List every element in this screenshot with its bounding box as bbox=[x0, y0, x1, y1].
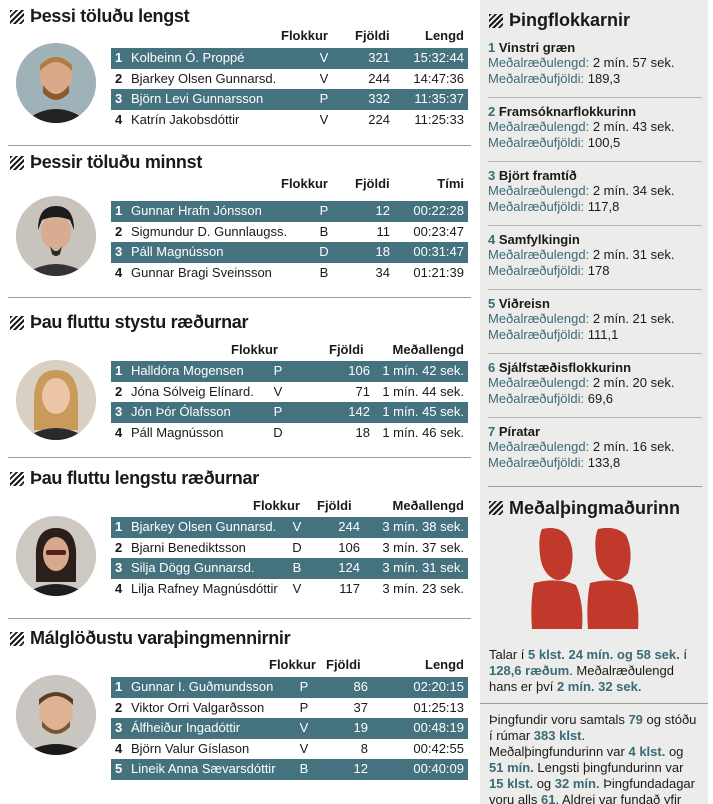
shortest-speakers-section: Þessir töluðu minnst Flokkur Fjöldi Tími… bbox=[8, 146, 471, 298]
party-item: 3 Björt framtíð Meðalræðulengd: 2 mín. 34… bbox=[488, 162, 702, 226]
hatch-icon bbox=[10, 155, 24, 170]
section-title: Þessir töluðu minnst bbox=[10, 152, 202, 173]
table-row: 1 Bjarkey Olsen Gunnarsd. V 244 3 mín. 38 se… bbox=[111, 517, 468, 538]
average-mp-title: Meðalþingmaðurinn bbox=[480, 493, 708, 523]
table-row: 3 Jón Þór Ólafsson P 142 1 mín. 45 sek. bbox=[111, 402, 468, 423]
table-header: Flokkur Fjöldi Tími bbox=[281, 176, 464, 191]
substitutes-section: Málglöðustu varaþingmennirnir Flokkur Fj… bbox=[8, 619, 471, 802]
shortest-speeches-section: Þau fluttu stystu ræðurnar Flokkur Fjöld… bbox=[8, 298, 471, 458]
table-row: 1 Kolbeinn Ó. Proppé V 321 15:32:44 bbox=[111, 48, 468, 69]
table-row: 4 Björn Valur Gíslason V 8 00:42:55 bbox=[115, 740, 464, 756]
table-row: 1 Gunnar I. Guðmundsson P 86 02:20:15 bbox=[111, 677, 468, 698]
table-row: 5 Lineik Anna Sævarsdóttir B 12 00:40:09 bbox=[111, 759, 468, 780]
portrait-photo bbox=[16, 675, 96, 755]
data-table: 1 Halldóra Mogensen P 106 1 mín. 42 sek. 2 Jó… bbox=[111, 361, 468, 443]
party-item: 6 Sjálfstæðisflokkurinn Meðalræðulengd: 2… bbox=[488, 354, 702, 418]
table-row: 2 Bjarkey Olsen Gunnarsd. V 244 14:47:36 bbox=[115, 70, 464, 86]
section-title: Þau fluttu lengstu ræðurnar bbox=[10, 468, 259, 489]
section-title: Þessi töluðu lengst bbox=[10, 6, 190, 27]
table-header: Flokkur Fjöldi Meðallengd bbox=[231, 342, 464, 357]
table-header: Flokkur Fjöldi Lengd bbox=[269, 657, 464, 672]
table-header: Flokkur Fjöldi Lengd bbox=[281, 28, 464, 43]
table-row: 3 Álfheiður Ingadóttir V 19 00:48:19 bbox=[111, 718, 468, 739]
table-row: 3 Björn Levi Gunnarsson P 332 11:35:37 bbox=[111, 89, 468, 110]
table-row: 4 Gunnar Bragi Sveinsson B 34 01:21:39 bbox=[115, 264, 464, 280]
table-row: 2 Sigmundur D. Gunnlaugss. B 11 00:23:47 bbox=[115, 223, 464, 239]
section-title: Þau fluttu stystu ræðurnar bbox=[10, 312, 249, 333]
portrait-photo bbox=[16, 196, 96, 276]
table-row: 2 Bjarni Benediktsson D 106 3 mín. 37 sek. bbox=[115, 539, 464, 555]
average-mp-text: Talar í 5 klst. 24 mín. og 58 sek. í 128… bbox=[489, 647, 687, 694]
hatch-icon bbox=[489, 501, 503, 515]
data-table: 1 Kolbeinn Ó. Proppé V 321 15:32:44 2 Bjarkey… bbox=[111, 48, 468, 130]
party-item: 1 Vinstri græn Meðalræðulengd: 2 mín. 57 … bbox=[488, 34, 702, 98]
portrait-photo bbox=[16, 43, 96, 123]
section-title: Málglöðustu varaþingmennirnir bbox=[10, 628, 291, 649]
table-row: 1 Gunnar Hrafn Jónsson P 12 00:22:28 bbox=[111, 201, 468, 222]
table-row: 1 Halldóra Mogensen P 106 1 mín. 42 sek. bbox=[111, 361, 468, 382]
party-item: 5 Viðreisn Meðalræðulengd: 2 mín. 21 sek.… bbox=[488, 290, 702, 354]
table-row: 2 Jóna Sólveig Elínard. V 71 1 mín. 44 sek. bbox=[115, 383, 464, 399]
table-row: 2 Viktor Orri Valgarðsson P 37 01:25:13 bbox=[115, 699, 464, 715]
table-row: 4 Páll Magnússon D 18 1 mín. 46 sek. bbox=[115, 424, 464, 440]
party-item: 4 Samfylkingin Meðalræðulengd: 2 mín. 31 … bbox=[488, 226, 702, 290]
two-people-icon bbox=[480, 523, 708, 631]
hatch-icon bbox=[10, 315, 24, 330]
data-table: 1 Gunnar I. Guðmundsson P 86 02:20:15 2 Vikto… bbox=[111, 677, 468, 780]
data-table: 1 Bjarkey Olsen Gunnarsd. V 244 3 mín. 38 se… bbox=[111, 517, 468, 599]
table-header: Flokkur Fjöldi Meðallengd bbox=[253, 498, 464, 513]
parties-sidebar: Þingflokkarnir 1 Vinstri græn Meðalræðule… bbox=[480, 0, 708, 804]
portrait-photo bbox=[16, 516, 96, 596]
party-item: 2 Framsóknarflokkurinn Meðalræðulengd: 2 … bbox=[488, 98, 702, 162]
table-row: 4 Lilja Rafney Magnúsdóttir V 117 3 mín. 23 … bbox=[115, 580, 464, 596]
table-row: 3 Silja Dögg Gunnarsd. B 124 3 mín. 31 sek. bbox=[111, 558, 468, 579]
hatch-icon bbox=[10, 9, 24, 24]
portrait-photo bbox=[16, 360, 96, 440]
sidebar-title: Þingflokkarnir bbox=[480, 0, 708, 34]
hatch-icon bbox=[10, 631, 24, 646]
hatch-icon bbox=[489, 13, 503, 28]
table-row: 3 Páll Magnússon D 18 00:31:47 bbox=[111, 242, 468, 263]
data-table: 1 Gunnar Hrafn Jónsson P 12 00:22:28 2 Sigmun… bbox=[111, 201, 468, 283]
stats-column: Þessi töluðu lengst Flokkur Fjöldi Lengd… bbox=[8, 0, 471, 802]
hatch-icon bbox=[10, 471, 24, 486]
longest-speeches-section: Þau fluttu lengstu ræðurnar Flokkur Fjöl… bbox=[8, 458, 471, 619]
longest-speakers-section: Þessi töluðu lengst Flokkur Fjöldi Lengd… bbox=[8, 0, 471, 146]
party-item: 7 Píratar Meðalræðulengd: 2 mín. 16 sek. M… bbox=[488, 424, 675, 470]
sessions-text: Þingfundir voru samtals 79 og stóðu í rú… bbox=[480, 703, 708, 804]
table-row: 4 Katrín Jakobsdóttir V 224 11:25:33 bbox=[115, 111, 464, 127]
